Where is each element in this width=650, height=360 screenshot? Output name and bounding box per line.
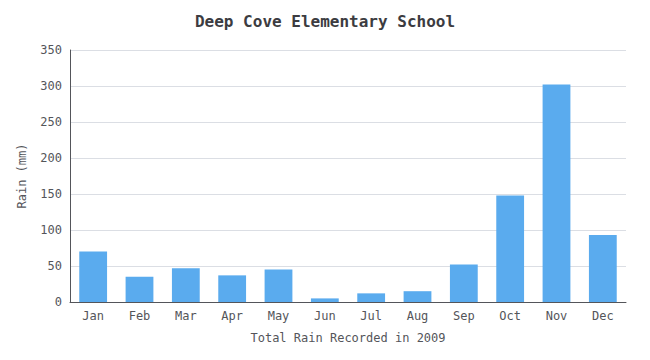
svg-text:300: 300: [40, 79, 62, 93]
svg-text:May: May: [268, 309, 290, 323]
svg-text:250: 250: [40, 115, 62, 129]
svg-text:50: 50: [48, 259, 62, 273]
svg-text:150: 150: [40, 187, 62, 201]
svg-text:200: 200: [40, 151, 62, 165]
svg-text:350: 350: [40, 43, 62, 57]
svg-text:Sep: Sep: [453, 309, 475, 323]
svg-text:Aug: Aug: [407, 309, 429, 323]
svg-text:Mar: Mar: [175, 309, 197, 323]
svg-text:Jan: Jan: [82, 309, 104, 323]
svg-text:Deep Cove Elementary School: Deep Cove Elementary School: [195, 12, 455, 31]
svg-text:Oct: Oct: [499, 309, 521, 323]
svg-text:Dec: Dec: [592, 309, 614, 323]
svg-text:Jun: Jun: [314, 309, 336, 323]
svg-text:Jul: Jul: [360, 309, 382, 323]
svg-text:0: 0: [55, 295, 62, 309]
svg-text:100: 100: [40, 223, 62, 237]
svg-text:Apr: Apr: [221, 309, 243, 323]
svg-text:Feb: Feb: [129, 309, 151, 323]
svg-text:Rain (mm): Rain (mm): [15, 143, 29, 208]
svg-text:Total Rain Recorded in 2009: Total Rain Recorded in 2009: [250, 331, 445, 345]
svg-text:Nov: Nov: [546, 309, 568, 323]
